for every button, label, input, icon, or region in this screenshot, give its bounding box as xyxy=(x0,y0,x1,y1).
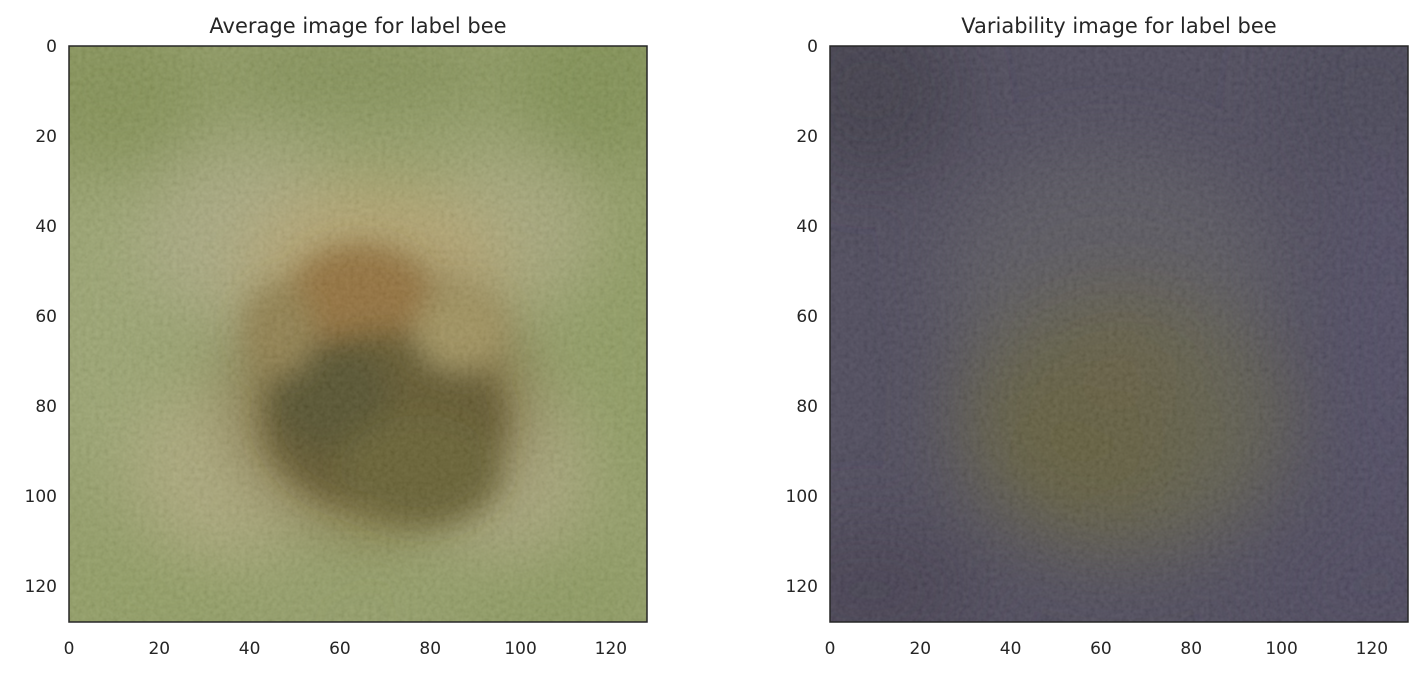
average-image-title: Average image for label bee xyxy=(209,14,506,38)
average-x-tick-label: 20 xyxy=(148,639,170,659)
variability-x-tick-label: 20 xyxy=(909,639,931,659)
variability-x-tick-label: 0 xyxy=(825,639,836,659)
average-y-tick-label: 120 xyxy=(25,577,57,597)
average-y-tick-label: 20 xyxy=(35,127,57,147)
average-x-tick-label: 0 xyxy=(64,639,75,659)
average-x-tick-label: 120 xyxy=(595,639,627,659)
variability-image-title: Variability image for label bee xyxy=(961,14,1276,38)
variability-x-tick-label: 100 xyxy=(1265,639,1297,659)
variability-x-tick-label: 60 xyxy=(1090,639,1112,659)
average-y-tick-label: 40 xyxy=(35,217,57,237)
variability-image-raster xyxy=(830,46,1408,622)
variability-y-tick-label: 0 xyxy=(807,37,818,57)
variability-x-tick-label: 40 xyxy=(1000,639,1022,659)
variability-y-tick-label: 80 xyxy=(796,397,818,417)
average-x-tick-label: 100 xyxy=(504,639,536,659)
average-x-tick-label: 40 xyxy=(239,639,261,659)
average-image-raster xyxy=(69,46,647,622)
variability-y-tick-label: 60 xyxy=(796,307,818,327)
variability-y-tick-label: 100 xyxy=(786,487,818,507)
average-y-tick-label: 100 xyxy=(25,487,57,507)
variability-image-panel: Variability image for label bee 0 20 40 60 8… xyxy=(786,14,1409,659)
average-y-tick-label: 80 xyxy=(35,397,57,417)
average-x-tick-label: 60 xyxy=(329,639,351,659)
average-y-tick-label: 60 xyxy=(35,307,57,327)
average-x-tick-label: 80 xyxy=(419,639,441,659)
average-image-axes: 0 20 40 60 80 100 120 0 20 40 60 80 100 120 xyxy=(25,37,628,659)
variability-image-frame xyxy=(829,45,1409,623)
variability-y-tick-label: 120 xyxy=(786,577,818,597)
average-image-frame xyxy=(68,45,648,623)
variability-y-tick-label: 20 xyxy=(796,127,818,147)
variability-x-tick-label: 120 xyxy=(1356,639,1388,659)
variability-x-tick-label: 80 xyxy=(1180,639,1202,659)
variability-image-axes: 0 20 40 60 80 100 120 0 20 40 60 80 100 120 xyxy=(786,37,1389,659)
average-y-tick-label: 0 xyxy=(46,37,57,57)
average-image-panel: Average image for label bee xyxy=(25,14,648,659)
variability-y-tick-label: 40 xyxy=(796,217,818,237)
